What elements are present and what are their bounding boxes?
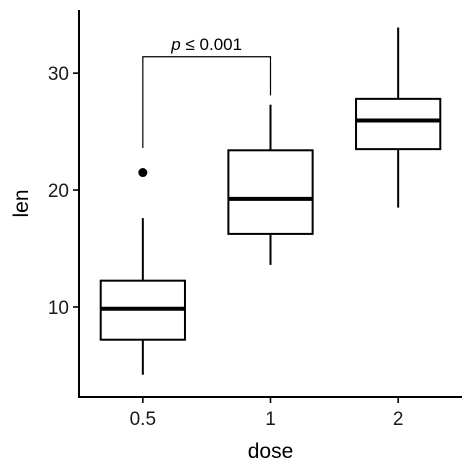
box-0.5	[99, 168, 186, 375]
x-tick-label-0.5: 0.5	[130, 409, 156, 430]
p-value-text: ≤ 0.001	[181, 35, 242, 54]
box-2	[355, 27, 442, 208]
significance-bracket	[142, 56, 272, 148]
x-tick-label-1: 1	[265, 409, 276, 430]
x-tick-label-2: 2	[393, 409, 404, 430]
y-axis-ticks: 10 20 30	[48, 64, 79, 319]
p-value-label: p ≤ 0.001	[170, 35, 242, 54]
y-axis-title: len	[10, 189, 33, 217]
box-1	[227, 104, 314, 265]
iqr-box	[227, 149, 314, 235]
x-axis-ticks: 0.5 1 2	[130, 397, 404, 430]
x-axis-title: dose	[248, 440, 294, 463]
iqr-box	[355, 97, 442, 151]
outlier-point	[138, 168, 148, 178]
p-symbol: p	[170, 35, 180, 54]
y-tick-label-30: 30	[48, 64, 69, 85]
significance-annotation: p ≤ 0.001	[142, 35, 272, 148]
y-tick-label-20: 20	[48, 181, 69, 202]
axes-layer: 10 20 30 0.5 1 2 dose len	[10, 10, 462, 463]
boxes-layer	[99, 27, 442, 375]
y-tick-label-10: 10	[48, 298, 69, 319]
